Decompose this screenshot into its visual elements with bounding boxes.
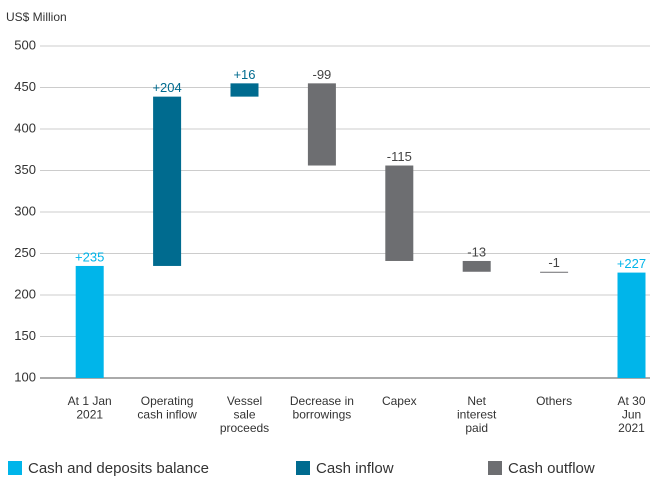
value-label: -1: [548, 255, 560, 270]
y-tick-label: 100: [14, 369, 36, 384]
value-label: +227: [617, 256, 646, 271]
x-tick-label: sale: [233, 408, 255, 422]
bar: [75, 265, 104, 378]
value-label: -115: [387, 149, 412, 164]
x-tick-label: At 1 Jan: [68, 394, 112, 408]
x-tick-label: 2021: [76, 408, 103, 422]
legend-swatch: [296, 461, 310, 475]
x-tick-label: Decrease in: [290, 394, 354, 408]
x-tick-label: Operating: [141, 394, 194, 408]
value-label: +204: [152, 80, 181, 95]
x-tick-label: paid: [465, 421, 488, 435]
legend-label: Cash outflow: [508, 460, 595, 477]
x-tick-label: borrowings: [293, 408, 352, 422]
legend-label: Cash inflow: [316, 460, 394, 477]
value-label: -13: [467, 244, 486, 259]
y-tick-label: 150: [14, 328, 36, 343]
y-tick-label: 250: [14, 245, 36, 260]
bar: [230, 83, 259, 97]
x-tick-label: proceeds: [220, 421, 269, 435]
value-label: +16: [233, 67, 255, 82]
x-tick-label: cash inflow: [137, 408, 197, 422]
y-tick-label: 200: [14, 286, 36, 301]
value-label: +235: [75, 249, 104, 264]
x-tick-label: interest: [457, 408, 497, 422]
y-tick-label: 500: [14, 37, 36, 52]
bar: [385, 165, 414, 261]
bar: [307, 83, 336, 166]
x-tick-label: Net: [467, 394, 486, 408]
x-tick-label: Capex: [382, 394, 417, 408]
x-tick-label: Others: [536, 394, 572, 408]
x-tick-label: 2021: [618, 421, 645, 435]
bar: [540, 271, 569, 273]
legend-label: Cash and deposits balance: [28, 460, 209, 477]
y-tick-label: 350: [14, 162, 36, 177]
value-label: -99: [313, 67, 332, 82]
x-tick-label: At 30: [617, 394, 645, 408]
y-tick-label: 450: [14, 79, 36, 94]
x-tick-label: Jun: [622, 408, 641, 422]
y-tick-label: 400: [14, 120, 36, 135]
legend-swatch: [488, 461, 502, 475]
bar: [153, 96, 182, 266]
x-tick-label: Vessel: [227, 394, 262, 408]
y-tick-label: 300: [14, 203, 36, 218]
bar: [617, 272, 646, 378]
bar: [462, 260, 491, 272]
y-axis-label: US$ Million: [6, 10, 67, 24]
legend-swatch: [8, 461, 22, 475]
